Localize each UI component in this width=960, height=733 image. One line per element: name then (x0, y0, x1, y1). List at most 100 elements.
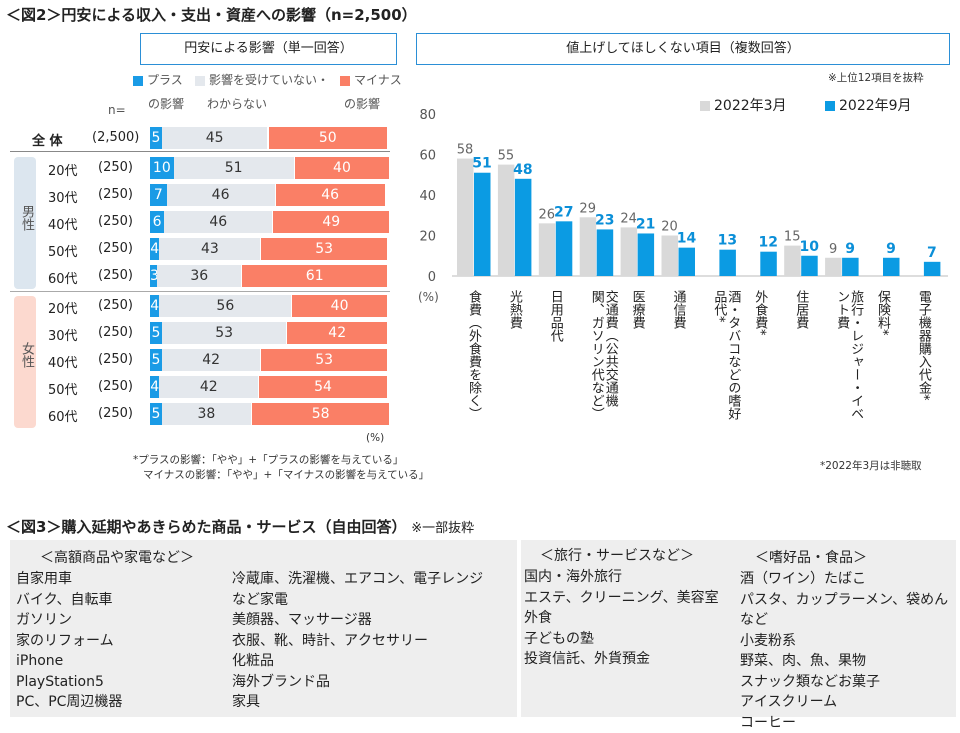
figure2-title: ＜図2＞円安による収入・支出・資産への影響（n=2,500） (6, 4, 417, 25)
y-tick-label: 80 (419, 108, 436, 123)
list-item: バイク、自転車 (16, 590, 122, 611)
right-footnote: *2022年3月は非聴取 (820, 458, 922, 473)
legend-label: プラス (147, 73, 183, 87)
bar-segment: 10 (150, 157, 174, 179)
row-n: (250) (98, 160, 133, 175)
list-item: 家のリフォーム (16, 631, 122, 652)
row-n: (250) (98, 214, 133, 229)
col3-list: 国内・海外旅行エステ、クリーニング、美容室外食子どもの塾投資信託、外貨預金 (524, 567, 719, 670)
right-chart-header: 値上げしてほしくない項目（複数回答） (416, 33, 950, 65)
row-n: (250) (98, 298, 133, 313)
bar-segment: 45 (162, 127, 269, 149)
row-n: (2,500) (92, 130, 139, 145)
bar-segment: 46 (276, 184, 385, 206)
bar (924, 262, 941, 276)
legend-swatch (340, 76, 350, 86)
bar (621, 227, 638, 276)
bar-segment: 5 (150, 403, 162, 425)
bar-segment: 42 (287, 322, 387, 344)
data-label: 15 (784, 230, 801, 245)
bar-segment: 61 (242, 265, 387, 287)
y-tick-label: 60 (419, 149, 436, 164)
data-label: 29 (579, 201, 596, 216)
category-label: 食費（外食費を除く） (466, 290, 480, 430)
note-plus: *プラスの影響：「やや」+「プラスの影響を与えている」 (133, 452, 403, 467)
bar (719, 250, 736, 276)
data-label: 24 (620, 211, 637, 226)
bar-segment: 7 (150, 184, 167, 206)
bar-segment: 4 (150, 238, 159, 260)
bar (662, 236, 679, 277)
bar-segment: 56 (159, 295, 292, 317)
bar (784, 246, 801, 276)
category-label: 住居費 (793, 290, 807, 430)
list-item: 美顔器、マッサージ器 (232, 610, 483, 631)
bar (638, 233, 655, 276)
bar (825, 258, 842, 276)
y-tick-label: 40 (419, 189, 436, 204)
bar-segment: 49 (273, 211, 389, 233)
data-label: 14 (677, 231, 697, 247)
n-label: n= (108, 103, 126, 117)
bar (498, 165, 515, 276)
row-n: (250) (98, 325, 133, 340)
row-label: 60代 (48, 406, 78, 425)
row-label: 60代 (48, 268, 78, 287)
list-item: 海外ブランド品 (232, 672, 483, 693)
data-label: 51 (472, 156, 491, 172)
bar-segment: 53 (261, 238, 387, 260)
col2-list: 冷蔵庫、洗濯機、エアコン、電子レンジなど家電美顔器、マッサージ器衣服、靴、時計、… (232, 569, 483, 713)
figure3-title-row: ＜図3＞購入延期やあきらめた商品・サービス（自由回答） ※一部抜粋 (6, 516, 474, 537)
y-tick-label: 20 (419, 230, 436, 245)
bar-segment: 42 (162, 349, 262, 371)
column-divider (517, 540, 521, 717)
row-label: 40代 (48, 214, 78, 233)
bar-segment: 5 (150, 349, 162, 371)
data-label: 10 (799, 239, 819, 255)
figure3-title: ＜図3＞購入延期やあきらめた商品・サービス（自由回答） (6, 518, 406, 536)
bar (801, 256, 818, 276)
data-label: 20 (661, 220, 678, 235)
row-n: (250) (98, 352, 133, 367)
list-item: 冷蔵庫、洗濯機、エアコン、電子レンジ (232, 569, 483, 590)
bar (539, 223, 556, 276)
list-item: 酒（ワイン）たばこ (740, 569, 960, 590)
data-label: 55 (498, 149, 515, 164)
list-item: スナック類などお菓子 (740, 672, 960, 693)
bar-segment: 4 (150, 376, 159, 398)
category-label: 医療費 (630, 290, 644, 430)
list-item: 子どもの塾 (524, 629, 719, 650)
bar-segment: 53 (261, 349, 387, 371)
row-n: (250) (98, 406, 133, 421)
bar-segment: 40 (295, 157, 390, 179)
list-item: 自家用車 (16, 569, 122, 590)
bar (556, 221, 573, 276)
row-label: 全 体 (32, 130, 63, 149)
left-pct-label: (%) (366, 432, 384, 444)
legend-item: プラス (133, 71, 183, 88)
bar-segment: 38 (162, 403, 252, 425)
col4-header: ＜嗜好品・食品＞ (755, 548, 867, 569)
bar-segment: 46 (164, 211, 273, 233)
row-label: 30代 (48, 187, 78, 206)
bar (842, 258, 859, 276)
category-label: 旅行・レジャー・イベント費 (834, 290, 862, 430)
col4-list: 酒（ワイン）たばこパスタ、カップラーメン、袋めんなど小麦粉系野菜、肉、魚、果物ス… (740, 569, 960, 733)
legend-swatch (195, 76, 205, 86)
bar-segment: 54 (259, 376, 387, 398)
left-chart-header: 円安による影響（単一回答） (140, 33, 397, 65)
col1-header: ＜高額商品や家電など＞ (40, 548, 194, 569)
data-label: 7 (927, 245, 937, 261)
bar-segment: 5 (150, 127, 162, 149)
data-label: 48 (513, 162, 532, 178)
row-label: 20代 (48, 160, 78, 179)
legend-label: マイナス (354, 73, 402, 87)
list-item: 投資信託、外貨預金 (524, 649, 719, 670)
bar-segment: 3 (150, 265, 157, 287)
list-item: 化粧品 (232, 651, 483, 672)
data-label: 9 (845, 241, 855, 257)
data-label: 9 (886, 241, 896, 257)
bar-segment: 50 (269, 127, 388, 149)
row-label: 50代 (48, 241, 78, 260)
data-label: 9 (829, 242, 837, 257)
